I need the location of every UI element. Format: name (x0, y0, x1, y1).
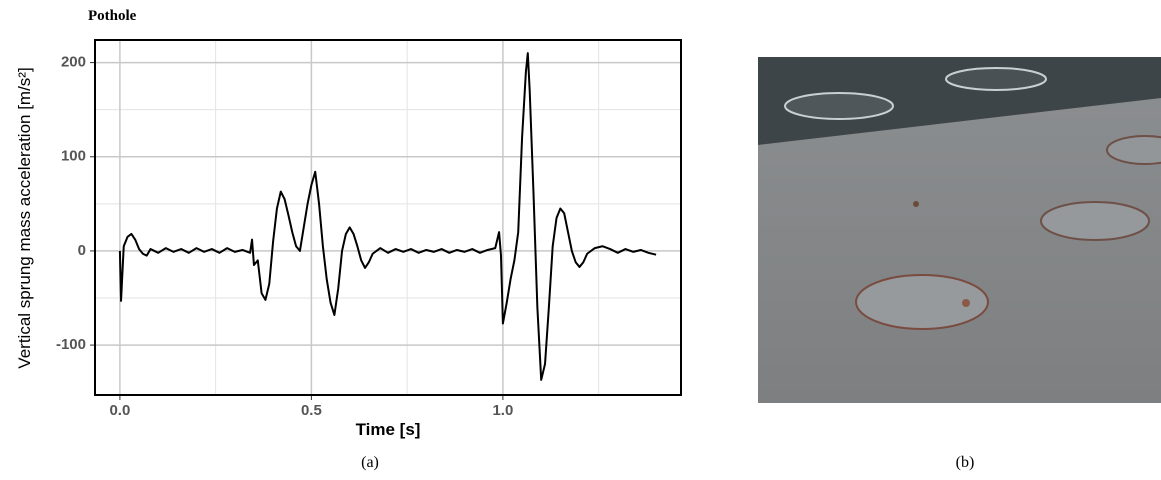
x-tick-label: 0.0 (109, 402, 130, 419)
x-tick-label: 1.0 (492, 402, 513, 419)
y-axis-label: Vertical sprung mass acceleration [m/s²] (15, 67, 34, 368)
panel-label: (b) (956, 454, 975, 471)
panel-label: (a) (361, 454, 379, 471)
y-tick-label: 0 (78, 242, 86, 259)
line-series (118, 52, 657, 381)
chart-title: Pothole (88, 8, 137, 24)
plot-frame (94, 39, 682, 396)
y-tick-label: -100 (56, 336, 86, 353)
x-tick-label: 0.5 (301, 402, 322, 419)
y-tick-label: 200 (61, 54, 86, 71)
x-axis-label: Time [s] (356, 420, 421, 439)
y-tick-label: 100 (61, 148, 86, 165)
photo (758, 57, 1161, 403)
